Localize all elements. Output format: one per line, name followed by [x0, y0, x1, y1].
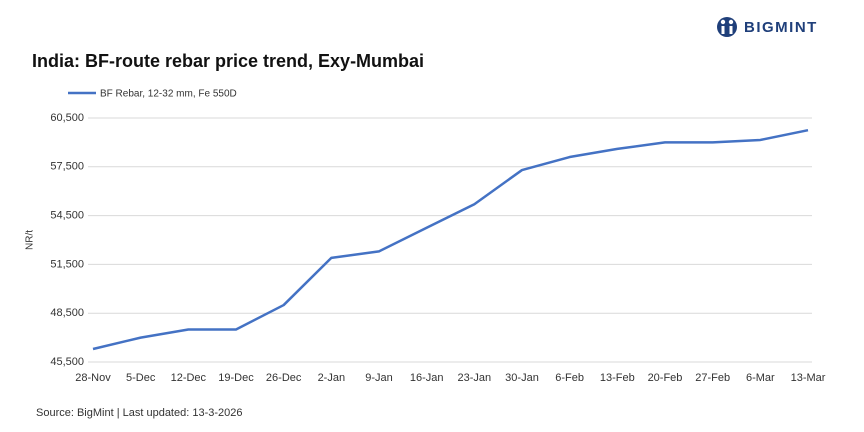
x-tick-label: 19-Dec: [218, 372, 254, 384]
logo-bar: [729, 26, 733, 34]
x-tick-label: 2-Jan: [318, 372, 346, 384]
x-tick-label: 13-Mar: [791, 372, 826, 384]
x-tick-label: 13-Feb: [600, 372, 635, 384]
logo-dot: [720, 19, 726, 25]
y-tick-label: 57,500: [50, 161, 84, 173]
logo-icon: [717, 17, 737, 37]
y-tick-label: 45,500: [50, 356, 84, 368]
y-tick-label: 60,500: [50, 112, 84, 124]
y-tick-label: 54,500: [50, 210, 84, 222]
chart-title: India: BF-route rebar price trend, Exy-M…: [32, 51, 424, 71]
x-tick-label: 6-Feb: [555, 372, 584, 384]
x-tick-label: 26-Dec: [266, 372, 302, 384]
y-axis-label: NR/t: [25, 230, 36, 250]
logo-dot: [728, 19, 734, 25]
y-tick-label: 51,500: [50, 258, 84, 270]
x-tick-label: 28-Nov: [75, 372, 111, 384]
x-tick-label: 20-Feb: [648, 372, 683, 384]
brand: BIGMINT: [744, 19, 818, 36]
x-tick-label: 27-Feb: [695, 372, 730, 384]
logo-bar: [721, 26, 725, 34]
x-tick-label: 16-Jan: [410, 372, 444, 384]
source: Source: BigMint | Last updated: 13-3-202…: [36, 407, 243, 419]
x-tick-label: 23-Jan: [458, 372, 492, 384]
legend-label: BF Rebar, 12-32 mm, Fe 550D: [100, 89, 237, 100]
x-tick-label: 5-Dec: [126, 372, 156, 384]
line: [92, 128, 809, 351]
x-tick-label: 9-Jan: [365, 372, 393, 384]
y-tick-label: 48,500: [50, 307, 84, 319]
x-tick-label: 30-Jan: [505, 372, 539, 384]
logo: BIGMINT: [717, 17, 818, 37]
x-tick-label: 6-Mar: [746, 372, 775, 384]
x-tick-label: 12-Dec: [171, 372, 207, 384]
